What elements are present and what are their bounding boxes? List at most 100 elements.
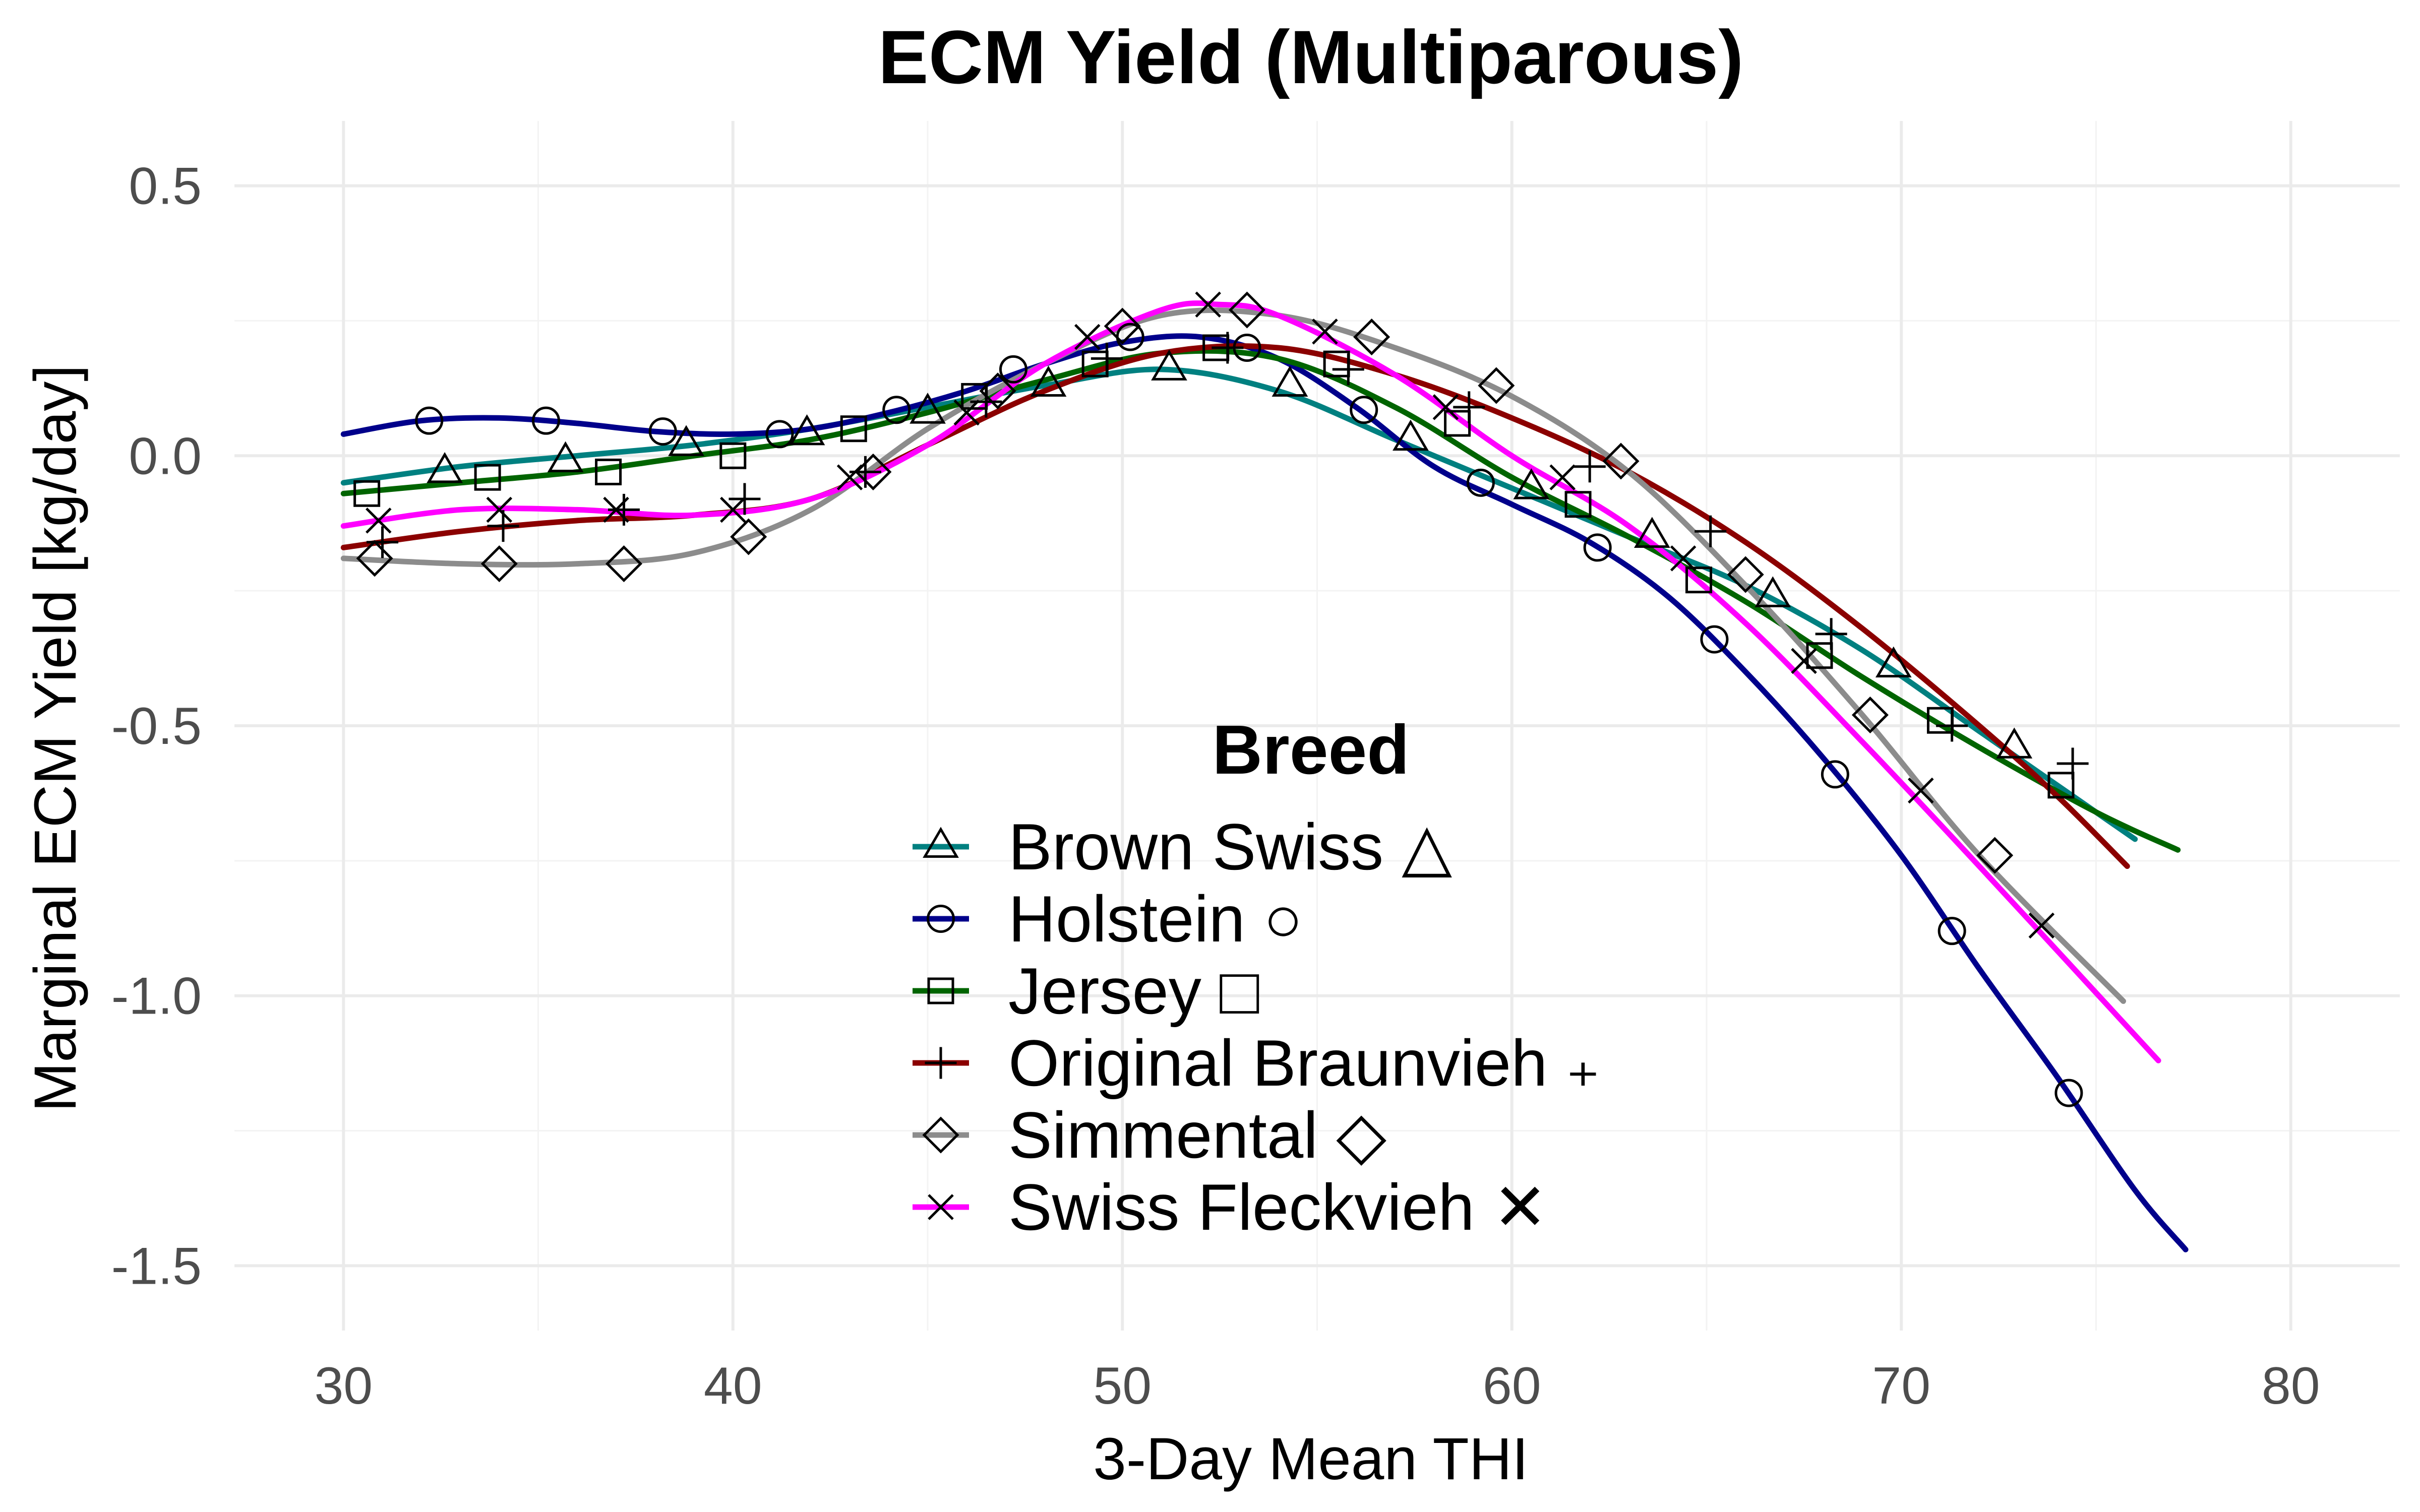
legend-item-diamond: Simmental ◇ xyxy=(913,1098,1386,1172)
data-point-triangle xyxy=(910,393,946,424)
x-tick-label: 50 xyxy=(1093,1357,1152,1415)
data-point-triangle xyxy=(1754,576,1791,607)
data-point-diamond xyxy=(1602,443,1640,480)
y-axis-ticks: -1.5 -1.0 -0.5 0.0 0.5 xyxy=(111,157,202,1296)
x-tick-label: 30 xyxy=(314,1357,373,1415)
y-axis-title: Marginal ECM Yield [kg/day] xyxy=(22,365,89,1112)
y-tick-label: 0.0 xyxy=(129,427,202,485)
legend-label: Brown Swiss △ xyxy=(1008,810,1452,884)
data-point-triangle xyxy=(668,425,704,456)
data-point-cross xyxy=(603,496,629,523)
data-point-triangle xyxy=(1151,349,1187,381)
data-point-cross xyxy=(836,464,863,490)
data-point-diamond xyxy=(1104,307,1141,345)
data-point-circle xyxy=(648,417,677,446)
data-point-plus xyxy=(1453,391,1485,423)
legend-diamond-icon xyxy=(922,1116,959,1154)
series-lines xyxy=(340,300,2189,1252)
data-point-diamond xyxy=(480,545,518,583)
legend-label: Jersey □ xyxy=(1008,954,1259,1028)
data-point-plus xyxy=(1574,451,1606,483)
data-point-plus xyxy=(970,386,1002,418)
data-point-plus xyxy=(608,493,640,526)
data-point-diamond xyxy=(356,540,393,577)
data-point-cross xyxy=(366,508,392,534)
data-point-triangle xyxy=(547,441,584,472)
data-point-cross xyxy=(1670,545,1697,572)
data-point-circle xyxy=(1938,917,1966,946)
legend-title: Breed xyxy=(1212,711,1409,789)
y-tick-label: -1.0 xyxy=(111,967,202,1026)
data-point-cross xyxy=(1432,394,1459,420)
data-point-circle xyxy=(765,420,794,449)
data-point-diamond xyxy=(605,545,643,583)
series-line-triangle xyxy=(340,366,2138,842)
data-point-triangle xyxy=(1875,646,1912,678)
data-point-triangle xyxy=(1030,365,1067,397)
data-point-triangle xyxy=(427,452,463,483)
data-point-cross xyxy=(1074,324,1101,350)
y-tick-label: -1.5 xyxy=(111,1237,202,1295)
data-point-triangle xyxy=(789,414,825,446)
data-point-circle xyxy=(2054,1079,2083,1107)
data-point-circle xyxy=(415,406,444,435)
legend-item-cross: Swiss Fleckvieh ✕ xyxy=(913,1170,1548,1244)
legend-triangle-icon xyxy=(923,827,959,858)
data-point-square xyxy=(1444,410,1471,437)
y-tick-label: -0.5 xyxy=(111,697,202,755)
series-line-circle xyxy=(340,333,2189,1252)
data-point-square xyxy=(1685,566,1713,594)
legend-item-plus: Original Braunvieh ₊ xyxy=(913,1026,1600,1100)
data-point-triangle xyxy=(1393,419,1429,451)
x-axis-title: 3-Day Mean THI xyxy=(1093,1426,1528,1492)
data-point-diamond xyxy=(979,372,1016,410)
data-point-cross xyxy=(2028,912,2055,939)
data-point-plus xyxy=(1936,710,1968,742)
data-point-triangle xyxy=(1996,727,2033,759)
data-point-diamond xyxy=(1976,837,2014,874)
x-tick-label: 40 xyxy=(704,1357,762,1415)
legend-item-circle: Holstein ○ xyxy=(913,882,1303,956)
data-point-cross xyxy=(953,399,980,426)
series-markers xyxy=(353,291,2089,1107)
data-point-cross xyxy=(486,496,513,523)
data-point-circle xyxy=(882,396,911,424)
data-point-cross xyxy=(1312,319,1338,345)
data-point-diamond xyxy=(1353,319,1390,356)
data-point-square xyxy=(474,464,501,491)
data-point-plus xyxy=(1091,342,1123,374)
data-point-diamond xyxy=(1727,556,1764,593)
legend-item-triangle: Brown Swiss △ xyxy=(913,810,1452,884)
x-axis-ticks: 30 40 50 60 70 80 xyxy=(314,1357,2320,1415)
data-point-triangle xyxy=(1272,365,1308,397)
legend-label: Original Braunvieh ₊ xyxy=(1008,1026,1600,1100)
legend-square-icon xyxy=(927,977,954,1004)
data-point-cross xyxy=(1791,648,1817,674)
legend: Breed Brown Swiss △Holstein ○Jersey □Ori… xyxy=(913,711,1600,1244)
data-point-circle xyxy=(531,406,560,435)
data-point-square xyxy=(353,480,381,507)
data-point-cross xyxy=(1908,777,1934,804)
legend-items: Brown Swiss △Holstein ○Jersey □Original … xyxy=(913,810,1600,1244)
x-tick-label: 80 xyxy=(2262,1357,2320,1415)
data-point-plus xyxy=(2056,747,2089,780)
data-point-diamond xyxy=(1478,367,1515,404)
data-point-plus xyxy=(1695,515,1727,547)
legend-label: Swiss Fleckvieh ✕ xyxy=(1008,1170,1548,1244)
data-point-circle xyxy=(999,355,1027,384)
series-line-square xyxy=(340,348,2181,853)
data-point-square xyxy=(719,442,747,469)
legend-item-square: Jersey □ xyxy=(913,954,1259,1028)
data-point-circle xyxy=(1700,625,1729,654)
data-point-diamond xyxy=(1228,291,1265,329)
legend-circle-icon xyxy=(927,905,955,933)
series-line-cross xyxy=(340,300,2161,1063)
data-point-cross xyxy=(720,496,746,523)
x-tick-label: 60 xyxy=(1483,1357,1541,1415)
legend-cross-icon xyxy=(928,1194,954,1220)
data-point-circle xyxy=(1821,760,1849,789)
data-point-plus xyxy=(1212,332,1244,364)
data-point-plus xyxy=(367,526,399,558)
data-point-square xyxy=(840,415,867,443)
data-point-square xyxy=(2047,772,2075,799)
